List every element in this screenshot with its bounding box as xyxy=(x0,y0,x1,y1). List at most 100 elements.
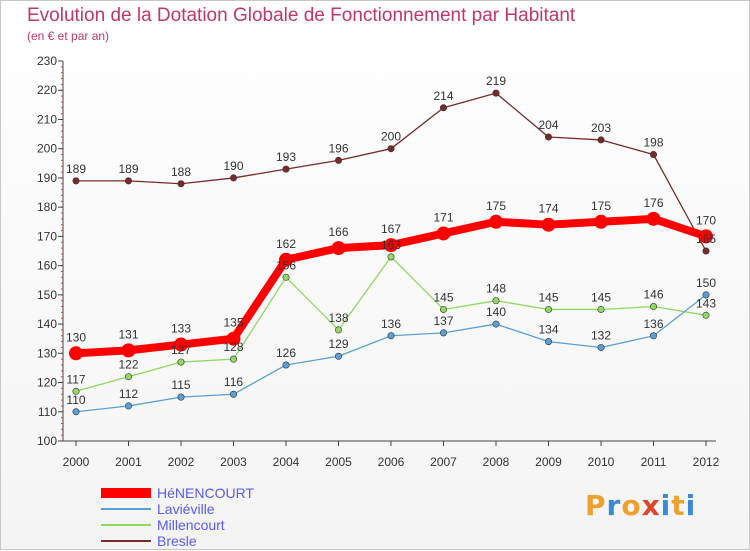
legend-swatch xyxy=(101,508,151,510)
data-point xyxy=(387,332,395,340)
data-point xyxy=(125,177,133,185)
logo-letter: t xyxy=(671,489,686,522)
y-tick-label: 190 xyxy=(37,171,57,185)
chart-subtitle: (en € et par an) xyxy=(27,29,110,43)
data-point xyxy=(72,387,80,395)
data-point xyxy=(230,390,238,398)
data-label: 171 xyxy=(433,210,453,224)
legend-label: Bresle xyxy=(157,533,197,549)
data-point xyxy=(702,311,710,319)
data-label: 214 xyxy=(433,89,453,103)
y-tick-label: 160 xyxy=(37,259,57,273)
data-point xyxy=(439,104,447,112)
legend-label: Laviéville xyxy=(157,501,215,517)
data-label: 176 xyxy=(643,196,663,210)
data-point xyxy=(541,217,556,232)
x-tick-label: 2001 xyxy=(115,455,142,469)
data-label: 126 xyxy=(276,346,296,360)
data-point xyxy=(125,402,133,410)
legend-swatch xyxy=(101,524,151,526)
data-label: 135 xyxy=(223,316,243,330)
data-point xyxy=(387,253,395,261)
data-label: 198 xyxy=(643,136,663,150)
proxiti-logo: Proxiti xyxy=(585,489,696,522)
y-tick-label: 120 xyxy=(37,376,57,390)
data-point xyxy=(177,358,185,366)
chart-title: Evolution de la Dotation Globale de Fonc… xyxy=(27,5,576,26)
data-label: 134 xyxy=(538,323,558,337)
x-tick-label: 2008 xyxy=(483,455,510,469)
data-label: 145 xyxy=(591,290,611,304)
data-point xyxy=(702,247,710,255)
data-point xyxy=(230,355,238,363)
data-label: 175 xyxy=(591,199,611,213)
data-label: 175 xyxy=(486,199,506,213)
x-tick-label: 2003 xyxy=(220,455,247,469)
data-point xyxy=(230,174,238,182)
data-point xyxy=(597,343,605,351)
data-point xyxy=(384,238,398,253)
data-label: 163 xyxy=(381,238,401,252)
data-label: 131 xyxy=(118,327,138,341)
data-point xyxy=(387,145,395,153)
data-label: 148 xyxy=(486,282,506,296)
data-point xyxy=(594,214,608,229)
y-tick-label: 110 xyxy=(38,405,57,419)
data-label: 115 xyxy=(171,378,190,392)
y-tick-label: 220 xyxy=(37,83,57,97)
data-point xyxy=(282,361,290,369)
legend-label: Millencourt xyxy=(157,517,225,533)
data-point xyxy=(439,305,447,313)
data-point xyxy=(177,180,185,188)
data-label: 143 xyxy=(696,296,716,310)
x-tick-label: 2004 xyxy=(273,455,300,469)
data-label: 137 xyxy=(433,314,453,328)
axes: 100 110 120 130 140 150 160 170 180 190 200 210 220 2… xyxy=(37,54,720,469)
data-point xyxy=(334,326,342,334)
data-point xyxy=(489,214,503,229)
data-point xyxy=(69,346,83,361)
data-point xyxy=(597,305,605,313)
data-point xyxy=(544,133,552,141)
x-tick-label: 2007 xyxy=(430,455,457,469)
y-tick-label: 140 xyxy=(37,317,57,331)
data-label: 136 xyxy=(643,317,663,331)
data-label: 129 xyxy=(328,337,348,351)
x-tick-label: 2010 xyxy=(588,455,615,469)
y-tick-label: 210 xyxy=(37,112,57,126)
data-label: 117 xyxy=(66,372,85,386)
legend-swatch xyxy=(101,540,151,542)
data-point xyxy=(439,329,447,337)
y-tick-label: 180 xyxy=(37,200,57,214)
y-tick-label: 130 xyxy=(37,346,57,360)
data-point xyxy=(282,165,290,173)
data-point xyxy=(646,211,661,226)
data-point xyxy=(121,343,136,358)
data-point xyxy=(649,303,657,311)
x-tick-label: 2000 xyxy=(63,455,90,469)
data-label: 204 xyxy=(538,118,558,132)
data-label: 196 xyxy=(328,141,348,155)
data-label: 219 xyxy=(486,74,506,88)
data-label: 190 xyxy=(223,159,243,173)
data-point xyxy=(649,332,657,340)
data-label: 136 xyxy=(381,317,401,331)
data-label: 132 xyxy=(591,328,611,342)
data-label: 170 xyxy=(696,213,716,227)
legend-swatch xyxy=(101,488,151,498)
data-point xyxy=(597,136,605,144)
data-labels: 189 189 188 190 193 196 200 214 219 204 203 198 165 1… xyxy=(66,74,716,407)
y-tick-label: 170 xyxy=(37,229,57,243)
data-label: 145 xyxy=(433,290,453,304)
data-point xyxy=(492,320,500,328)
logo-letter: x xyxy=(641,489,661,522)
data-label: 138 xyxy=(328,311,348,325)
data-label: 193 xyxy=(276,150,296,164)
data-label: 112 xyxy=(119,387,138,401)
x-tick-label: 2009 xyxy=(535,455,562,469)
data-point xyxy=(334,352,342,360)
data-point xyxy=(177,393,185,401)
data-label: 167 xyxy=(381,222,401,236)
data-point xyxy=(331,241,346,256)
